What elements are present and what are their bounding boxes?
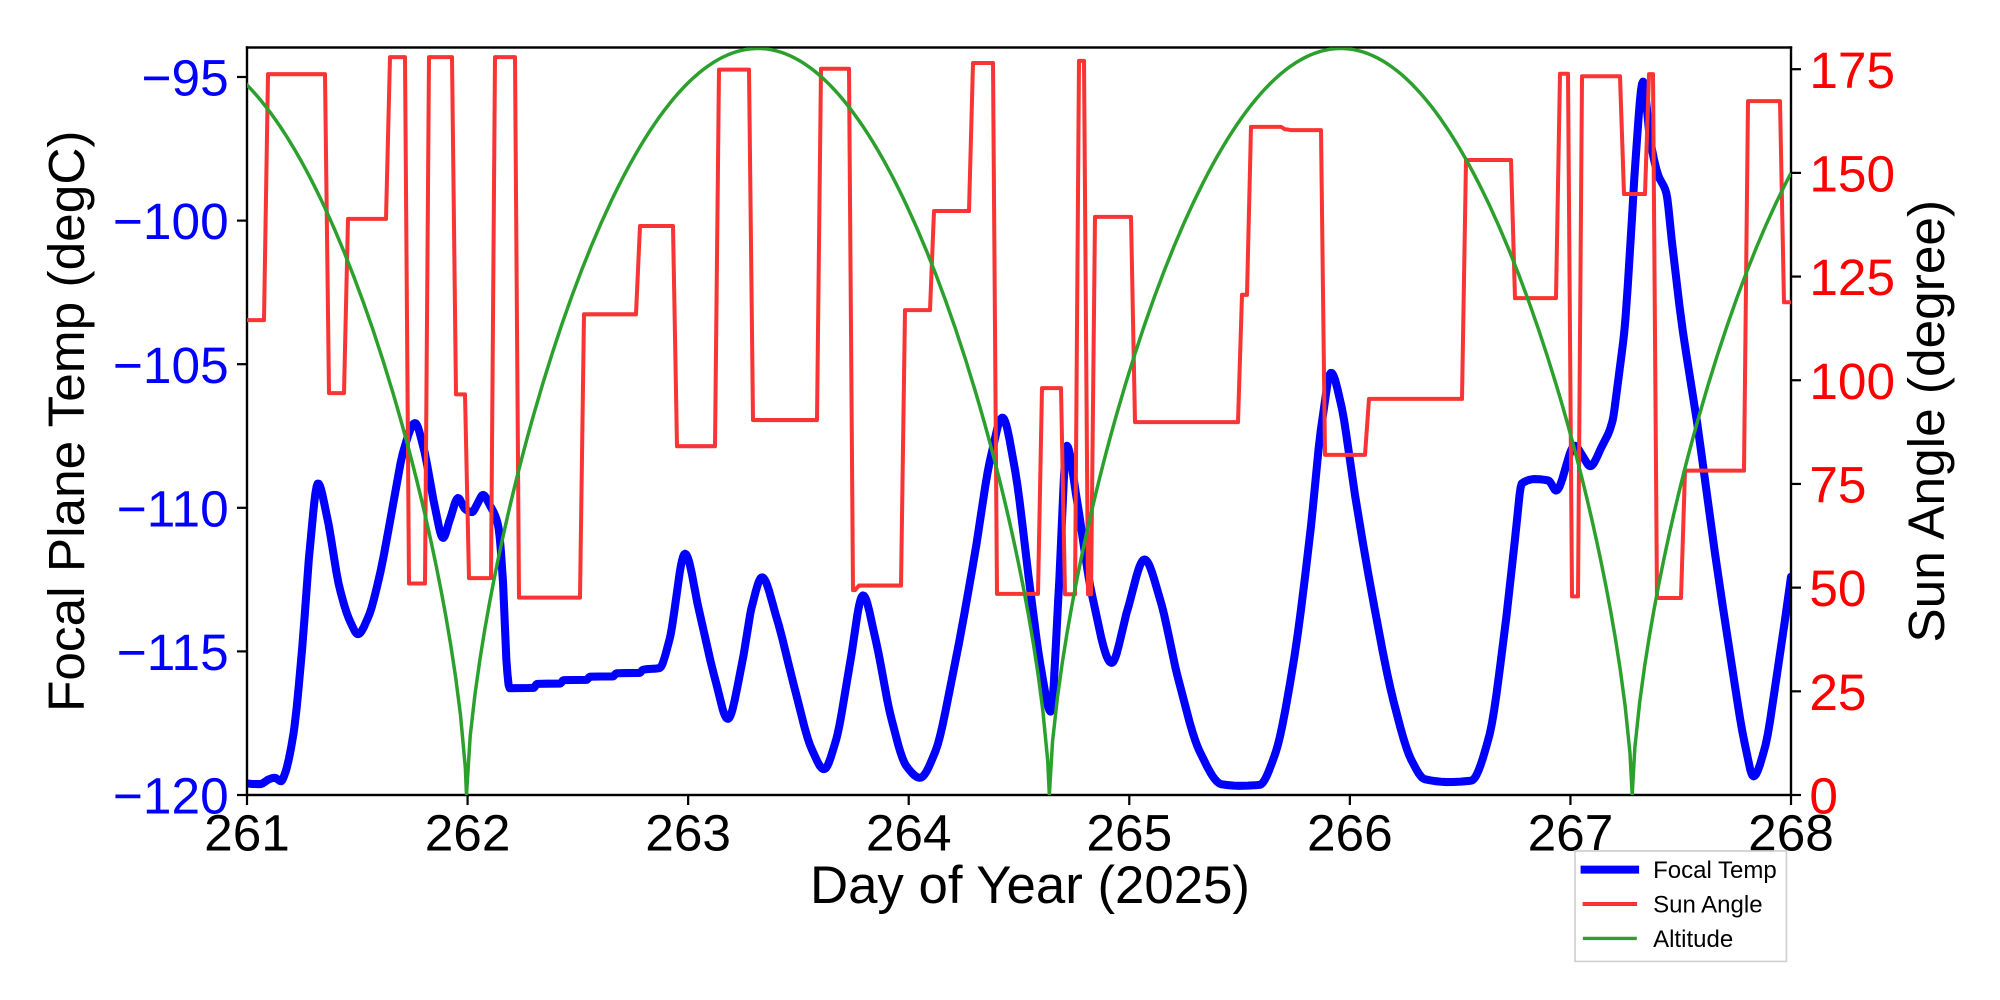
svg-text:25: 25 — [1809, 663, 1866, 721]
svg-text:Sun Angle: Sun Angle — [1653, 891, 1763, 918]
svg-text:262: 262 — [425, 804, 511, 862]
svg-text:−120: −120 — [113, 767, 229, 825]
svg-text:Altitude: Altitude — [1653, 926, 1733, 953]
svg-text:Sun Angle (degree): Sun Angle (degree) — [1897, 200, 1955, 643]
svg-text:263: 263 — [645, 804, 731, 862]
svg-text:Focal Plane Temp (degC): Focal Plane Temp (degC) — [37, 130, 95, 712]
svg-text:261: 261 — [204, 804, 290, 862]
svg-text:−105: −105 — [113, 336, 229, 394]
svg-text:264: 264 — [866, 804, 952, 862]
svg-text:75: 75 — [1809, 456, 1866, 514]
svg-text:Day of Year (2025): Day of Year (2025) — [810, 856, 1250, 915]
svg-text:150: 150 — [1809, 145, 1895, 203]
svg-text:175: 175 — [1809, 41, 1895, 99]
svg-text:100: 100 — [1809, 352, 1895, 410]
svg-text:265: 265 — [1086, 804, 1172, 862]
svg-text:−95: −95 — [142, 49, 229, 107]
svg-text:−100: −100 — [113, 192, 229, 250]
svg-text:125: 125 — [1809, 248, 1895, 306]
svg-text:Focal Temp: Focal Temp — [1653, 857, 1777, 884]
svg-text:−115: −115 — [117, 623, 229, 681]
svg-text:−110: −110 — [117, 479, 229, 537]
svg-text:0: 0 — [1809, 767, 1838, 825]
svg-text:50: 50 — [1809, 559, 1866, 617]
svg-text:266: 266 — [1307, 804, 1393, 862]
